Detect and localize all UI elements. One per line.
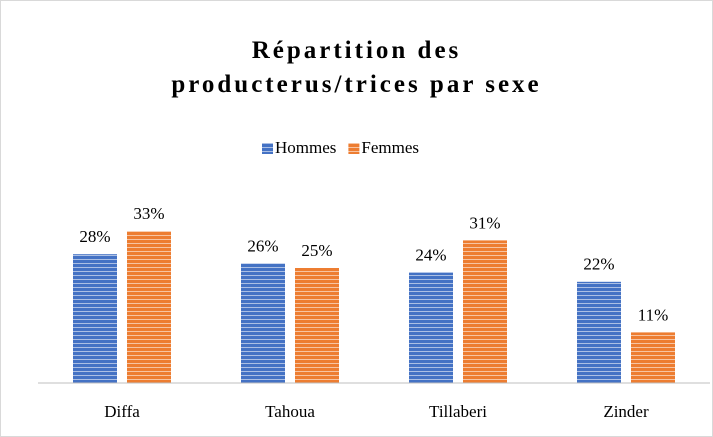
data-label: 33%	[133, 204, 164, 223]
data-label: 31%	[469, 213, 500, 232]
data-label: 11%	[638, 305, 669, 324]
x-tick-label: Zinder	[603, 402, 649, 421]
legend-label: Femmes	[361, 138, 419, 157]
bar	[241, 263, 285, 383]
x-tick-label: Tahoua	[265, 402, 315, 421]
x-tick-label: Tillaberi	[429, 402, 487, 421]
legend-swatch	[262, 143, 273, 154]
bar	[577, 281, 621, 383]
x-tick-label: Diffa	[104, 402, 140, 421]
bar	[295, 268, 339, 383]
legend-swatch	[348, 143, 360, 154]
legend-label: Hommes	[275, 138, 336, 157]
data-label: 28%	[79, 227, 110, 246]
bar	[631, 332, 675, 383]
data-label: 22%	[583, 255, 614, 274]
bar	[127, 231, 171, 383]
data-label: 26%	[247, 236, 278, 255]
bar	[409, 272, 453, 383]
bar	[73, 254, 117, 383]
data-label: 24%	[415, 246, 446, 265]
data-label: 25%	[301, 241, 332, 260]
bar	[463, 240, 507, 383]
chart-title: Répartition des producterus/trices par s…	[171, 37, 542, 98]
